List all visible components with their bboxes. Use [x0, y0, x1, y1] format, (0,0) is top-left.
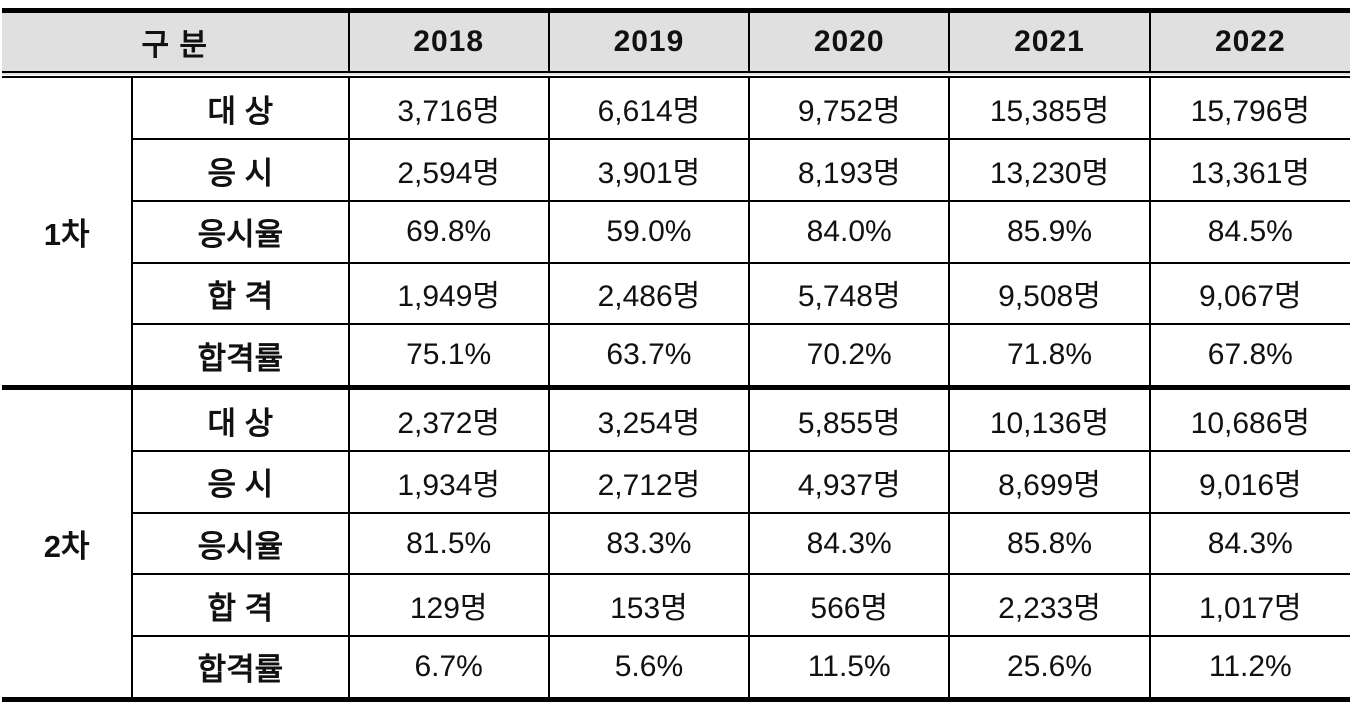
row-label: 응 시	[131, 450, 350, 514]
value-cell: 83.3%	[547, 511, 751, 576]
table-row-round1-applied: 응 시 2,594명 3,901명 8,193명 13,230명 13,361명	[2, 138, 1350, 202]
value-cell: 4,937명	[748, 450, 951, 514]
table-row-round2-target: 2차 대 상 2,372명 3,254명 5,855명 10,136명 10,6…	[2, 385, 1350, 701]
value-cell: 67.8%	[1148, 323, 1350, 389]
value-cell: 71.8%	[948, 323, 1151, 389]
value-cell: 13,230명	[948, 138, 1151, 202]
value-cell: 2,372명	[347, 385, 550, 453]
value-cell: 6.7%	[347, 634, 550, 701]
row-label: 응 시	[131, 138, 350, 202]
value-cell: 69.8%	[347, 199, 550, 264]
value-cell: 9,016명	[1148, 450, 1350, 514]
value-cell: 75.1%	[347, 323, 550, 389]
header-year-2022: 2022	[1148, 9, 1350, 78]
value-cell: 85.9%	[948, 199, 1151, 264]
value-cell: 59.0%	[547, 199, 751, 264]
header-category: 구 분	[2, 9, 350, 78]
value-cell: 5,855명	[748, 385, 951, 453]
value-cell: 129명	[347, 573, 550, 637]
row-label: 합격률	[131, 634, 350, 701]
value-cell: 11.2%	[1148, 634, 1350, 701]
value-cell: 10,136명	[948, 385, 1151, 453]
row-label: 대 상	[131, 73, 350, 141]
header-year-2021: 2021	[948, 9, 1151, 78]
value-cell: 3,901명	[547, 138, 751, 202]
value-cell: 70.2%	[748, 323, 951, 389]
value-cell: 3,716명	[347, 73, 550, 141]
value-cell: 84.3%	[1148, 511, 1350, 576]
row-label: 합 격	[131, 261, 350, 326]
value-cell: 8,699명	[948, 450, 1151, 514]
table-row-round1-pass-rate: 합격률 75.1% 63.7% 70.2% 71.8% 67.8%	[2, 323, 1350, 389]
value-cell: 81.5%	[347, 511, 550, 576]
value-cell: 5.6%	[547, 634, 751, 701]
row-label: 응시율	[131, 199, 350, 264]
value-cell: 8,193명	[748, 138, 951, 202]
value-cell: 13,361명	[1148, 138, 1350, 202]
row-label: 응시율	[131, 511, 350, 576]
value-cell: 5,748명	[748, 261, 951, 326]
table-row-round2-pass-rate: 합격률 6.7% 5.6% 11.5% 25.6% 11.2%	[2, 634, 1350, 701]
value-cell: 84.5%	[1148, 199, 1350, 264]
value-cell: 9,752명	[748, 73, 951, 141]
row-label: 합 격	[131, 573, 350, 637]
group-cell-round1: 1차	[2, 73, 134, 389]
exam-statistics-table: 구 분 2018 2019 2020 2021 2022 1차 대 상 3,71…	[2, 8, 1350, 702]
table-row-round1-apply-rate: 응시율 69.8% 59.0% 84.0% 85.9% 84.5%	[2, 199, 1350, 264]
value-cell: 85.8%	[948, 511, 1151, 576]
header-year-2019: 2019	[547, 9, 751, 78]
row-label: 대 상	[131, 385, 350, 453]
value-cell: 1,949명	[347, 261, 550, 326]
header-year-2018: 2018	[347, 9, 550, 78]
value-cell: 9,508명	[948, 261, 1151, 326]
table-body: 1차 대 상 3,716명 6,614명 9,752명 15,385명 15,7…	[2, 73, 1350, 701]
table-row-round1-target: 1차 대 상 3,716명 6,614명 9,752명 15,385명 15,7…	[2, 73, 1350, 389]
value-cell: 6,614명	[547, 73, 751, 141]
value-cell: 15,385명	[948, 73, 1151, 141]
header-year-2020: 2020	[748, 9, 951, 78]
value-cell: 84.0%	[748, 199, 951, 264]
group-cell-round2: 2차	[2, 385, 134, 701]
value-cell: 1,017명	[1148, 573, 1350, 637]
table-row-round2-apply-rate: 응시율 81.5% 83.3% 84.3% 85.8% 84.3%	[2, 511, 1350, 576]
value-cell: 1,934명	[347, 450, 550, 514]
value-cell: 2,486명	[547, 261, 751, 326]
value-cell: 566명	[748, 573, 951, 637]
table-row-round2-passed: 합 격 129명 153명 566명 2,233명 1,017명	[2, 573, 1350, 637]
value-cell: 2,594명	[347, 138, 550, 202]
value-cell: 2,712명	[547, 450, 751, 514]
value-cell: 63.7%	[547, 323, 751, 389]
value-cell: 9,067명	[1148, 261, 1350, 326]
table-header: 구 분 2018 2019 2020 2021 2022	[2, 9, 1350, 78]
row-label: 합격률	[131, 323, 350, 389]
value-cell: 84.3%	[748, 511, 951, 576]
header-row: 구 분 2018 2019 2020 2021 2022	[2, 9, 1350, 78]
value-cell: 25.6%	[948, 634, 1151, 701]
value-cell: 2,233명	[948, 573, 1151, 637]
value-cell: 11.5%	[748, 634, 951, 701]
value-cell: 3,254명	[547, 385, 751, 453]
table-row-round1-passed: 합 격 1,949명 2,486명 5,748명 9,508명 9,067명	[2, 261, 1350, 326]
table-row-round2-applied: 응 시 1,934명 2,712명 4,937명 8,699명 9,016명	[2, 450, 1350, 514]
value-cell: 153명	[547, 573, 751, 637]
value-cell: 10,686명	[1148, 385, 1350, 453]
value-cell: 15,796명	[1148, 73, 1350, 141]
